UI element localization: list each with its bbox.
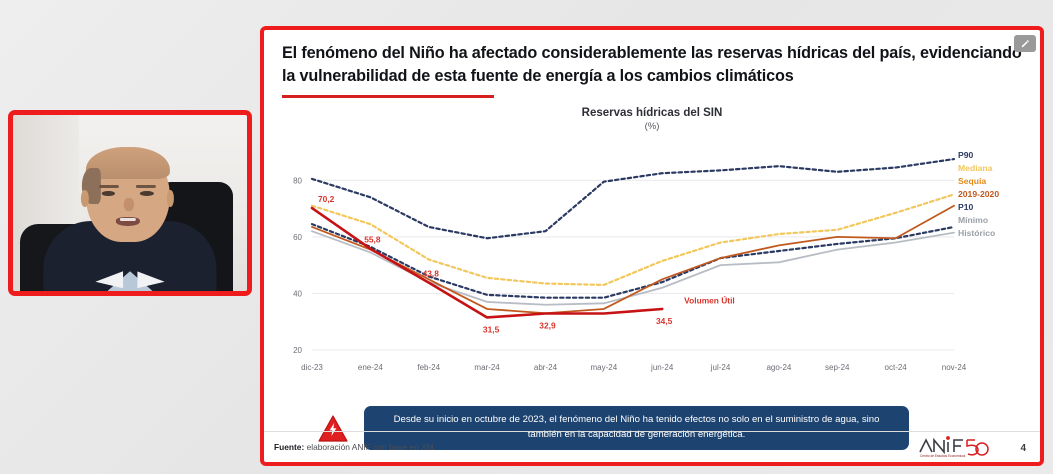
presenter-eye-right — [140, 191, 154, 197]
data-point-label: 32,9 — [539, 321, 556, 331]
data-point-label: 70,2 — [318, 194, 335, 204]
x-axis-tick-label: oct-24 — [885, 363, 908, 372]
x-axis-tick-label: nov-24 — [942, 363, 967, 372]
reservas-hidricas-line-chart[interactable]: 20 40 60 80 dic-23 ene-24 feb-24 mar-24 abr-24 ma… — [264, 138, 1040, 386]
presenter-ear-left — [81, 190, 89, 208]
shirt-collar-right — [136, 271, 165, 289]
x-axis-tick-label: ago-24 — [766, 363, 791, 372]
x-axis-tick-label: dic-23 — [301, 363, 323, 372]
x-axis-tick-label: jul-24 — [710, 363, 731, 372]
legend-entry: 2019-2020 — [958, 189, 1000, 199]
data-point-label: 43,8 — [423, 269, 440, 279]
x-axis-tick-label: abr-24 — [534, 363, 558, 372]
y-axis-tick-label: 20 — [293, 346, 302, 355]
presenter-mouth — [115, 216, 140, 226]
svg-text:Centro de Estudios Económicos: Centro de Estudios Económicos — [920, 454, 966, 458]
chart-heading: Reservas hídricas del SIN (%) — [264, 107, 1040, 132]
presenter-brow-right — [136, 184, 157, 189]
presenter-brow-left — [99, 184, 120, 189]
page-title: El fenómeno del Niño ha afectado conside… — [282, 44, 1022, 85]
data-point-label: 34,5 — [656, 316, 673, 326]
shirt-collar-left — [95, 271, 124, 289]
y-axis-tick-label: 60 — [293, 233, 302, 242]
legend-entry: Mínimo — [958, 215, 989, 225]
chart-series-line — [310, 206, 664, 319]
x-axis-tick-label: feb-24 — [417, 363, 440, 372]
callout-row: Desde su inicio en octubre de 2023, el f… — [264, 402, 1040, 454]
data-point-label: 55,8 — [364, 235, 381, 245]
chart-annotation: Volumen Útil — [684, 294, 735, 305]
pencil-icon[interactable] — [1014, 35, 1036, 52]
legend-entry: P10 — [958, 202, 974, 212]
slide-footer: Fuente: elaboración ANIF con base en XM. — [264, 431, 1040, 462]
presenter-teeth — [119, 217, 136, 222]
chart-subtitle: (%) — [644, 121, 660, 132]
legend-entry: Mediana — [958, 163, 993, 173]
legend-entry: Sequía — [958, 176, 987, 186]
chart-title: Reservas hídricas del SIN — [581, 107, 723, 119]
x-axis-tick-label: jun-24 — [650, 363, 674, 372]
chart-series-line — [310, 193, 956, 287]
presenter-nose — [123, 197, 134, 212]
source-text: elaboración ANIF con base en XM. — [304, 442, 436, 452]
chart-legend: P90 Mediana Sequía 2019-2020 P10 Mínimo Histór… — [958, 150, 1040, 241]
legend-entry: P90 — [958, 150, 974, 160]
source-label: Fuente: — [274, 442, 305, 452]
warning-triangle-bolt-icon — [316, 414, 350, 442]
legend-entry: Histórico — [958, 228, 996, 238]
x-axis-tick-label: sep-24 — [825, 363, 850, 372]
x-axis-tick-label: ene-24 — [358, 363, 383, 372]
data-point-label: 31,5 — [483, 324, 500, 334]
chart-series-line — [310, 157, 956, 240]
y-axis-tick-label: 40 — [293, 290, 302, 299]
title-underline-rule — [282, 95, 494, 98]
page-number: 4 — [1020, 443, 1026, 454]
presenter-head — [81, 146, 174, 242]
presenter-eye-left — [101, 191, 116, 197]
presenter-webcam-tile[interactable] — [8, 110, 252, 296]
shared-slide-panel[interactable]: El fenómeno del Niño ha afectado conside… — [260, 26, 1044, 466]
x-axis-tick-label: mar-24 — [474, 363, 500, 372]
chart-series-line — [311, 204, 955, 315]
source-note: Fuente: elaboración ANIF con base en XM. — [274, 442, 436, 452]
chart-canvas: 20 40 60 80 dic-23 ene-24 feb-24 mar-24 abr-24 ma… — [293, 157, 967, 372]
anif-logo: Centro de Estudios Económicos — [918, 433, 996, 459]
callout-text: Desde su inicio en octubre de 2023, el f… — [364, 406, 909, 450]
x-axis-tick-label: may-24 — [590, 363, 617, 372]
y-axis-tick-label: 80 — [293, 176, 302, 185]
chart-series-line — [310, 223, 956, 299]
presenter-ear-right — [166, 190, 174, 208]
webcam-video-frame — [13, 115, 247, 291]
